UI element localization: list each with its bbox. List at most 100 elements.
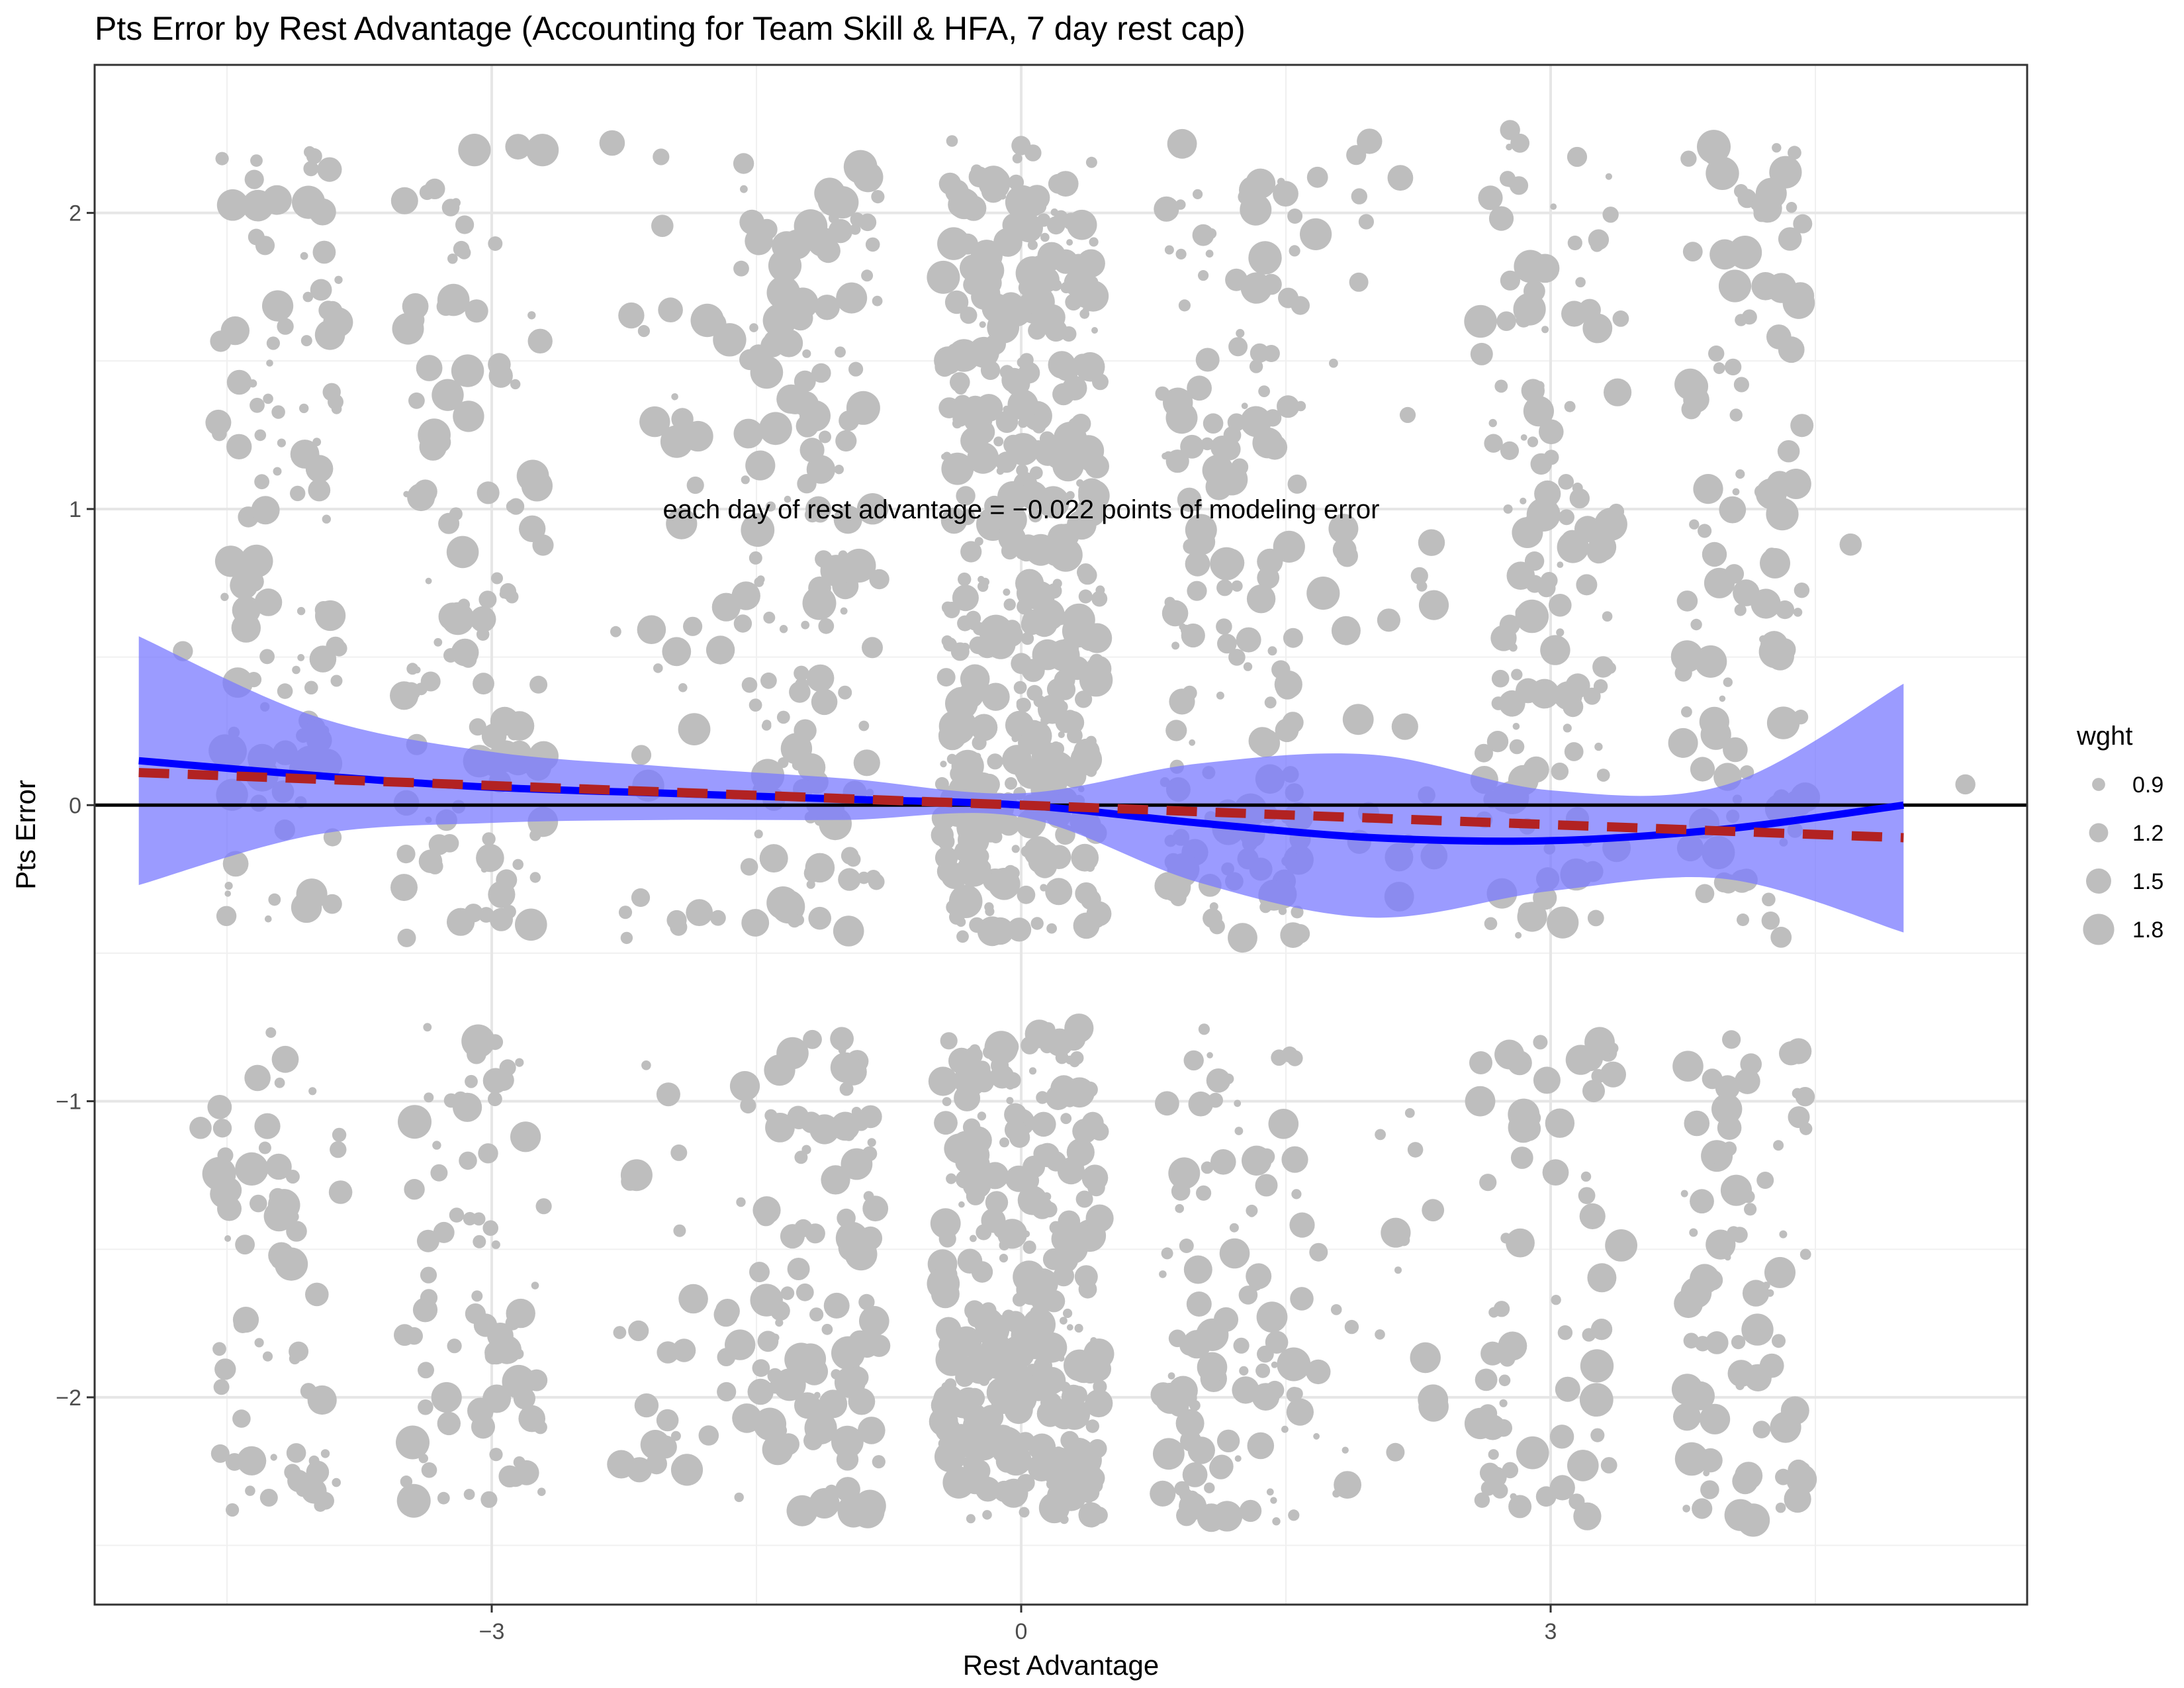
scatter-point	[1266, 1488, 1274, 1496]
scatter-point	[1491, 669, 1510, 688]
scatter-point	[1426, 600, 1437, 611]
scatter-point	[1201, 437, 1214, 451]
scatter-point	[1693, 474, 1723, 504]
scatter-point	[251, 496, 280, 525]
scatter-point	[1229, 1223, 1239, 1233]
scatter-point	[1690, 757, 1715, 782]
scatter-point	[1330, 1304, 1342, 1315]
scatter-point	[1011, 735, 1019, 743]
scatter-point	[631, 745, 652, 765]
scatter-point	[1671, 1374, 1704, 1405]
scatter-point	[651, 214, 674, 238]
scatter-point	[1281, 1425, 1289, 1433]
scatter-point	[1488, 418, 1497, 428]
scatter-point	[831, 1369, 841, 1380]
scatter-point	[989, 830, 1003, 843]
scatter-point	[531, 1282, 539, 1289]
scatter-point	[1698, 524, 1712, 538]
scatter-point	[835, 430, 857, 452]
scatter-point	[1240, 193, 1272, 226]
scatter-point	[403, 309, 425, 331]
scatter-point	[621, 1172, 640, 1191]
scatter-point	[254, 1113, 281, 1139]
scatter-point	[1161, 452, 1169, 460]
legend-key-circle	[2086, 868, 2111, 894]
scatter-point	[476, 628, 490, 641]
scatter-point	[1236, 627, 1261, 653]
scatter-point	[1795, 1087, 1815, 1107]
scatter-point	[423, 1023, 432, 1032]
scatter-point	[1025, 1025, 1040, 1040]
scatter-point	[1569, 488, 1590, 509]
scatter-point	[1504, 175, 1516, 187]
scatter-point	[1567, 146, 1588, 167]
scatter-point	[1055, 1479, 1087, 1511]
scatter-point	[806, 664, 835, 692]
scatter-point	[825, 1484, 839, 1498]
scatter-point	[858, 1293, 875, 1311]
scatter-point	[1690, 1189, 1714, 1214]
scatter-point	[966, 1514, 976, 1524]
scatter-point	[830, 1052, 861, 1083]
scatter-point	[819, 1389, 848, 1419]
scatter-point	[1756, 1172, 1774, 1189]
scatter-point	[1236, 328, 1245, 338]
legend-label: 0.9	[2132, 773, 2163, 798]
scatter-point	[996, 467, 1005, 475]
scatter-point	[488, 353, 511, 376]
scatter-point	[961, 546, 976, 561]
scatter-point	[1529, 679, 1560, 709]
scatter-point	[846, 1366, 869, 1389]
scatter-point	[529, 872, 541, 883]
scatter-point	[1523, 396, 1554, 427]
scatter-point	[1033, 598, 1065, 631]
scatter-point	[1175, 1409, 1205, 1438]
scatter-point	[754, 829, 763, 839]
scatter-point	[235, 1235, 255, 1255]
scatter-point	[277, 318, 294, 335]
scatter-point	[662, 637, 692, 667]
scatter-point	[390, 874, 418, 902]
scatter-point	[1023, 1241, 1036, 1254]
scatter-point	[1085, 1419, 1100, 1433]
scatter-point	[806, 880, 815, 889]
scatter-point	[1193, 189, 1203, 199]
scatter-point	[1179, 1488, 1193, 1502]
scatter-point	[320, 208, 331, 218]
scatter-point	[999, 1254, 1009, 1263]
scatter-point	[262, 290, 294, 322]
scatter-point	[871, 1312, 882, 1323]
scatter-point	[1183, 538, 1199, 554]
scatter-point	[1394, 1266, 1402, 1274]
scatter-point	[1072, 353, 1093, 374]
scatter-point	[834, 465, 844, 475]
scatter-point	[1533, 1066, 1561, 1094]
scatter-point	[1032, 420, 1046, 434]
scatter-point	[322, 301, 343, 321]
scatter-point	[631, 888, 651, 908]
scatter-point	[1063, 1308, 1073, 1319]
scatter-point	[670, 1144, 688, 1161]
y-tick-label: 1	[69, 497, 81, 522]
scatter-point	[1213, 1307, 1239, 1332]
scatter-point	[938, 172, 962, 195]
scatter-point	[985, 906, 995, 916]
scatter-point	[1533, 1035, 1548, 1050]
scatter-point	[1209, 902, 1218, 911]
scatter-point	[314, 320, 345, 350]
scatter-point	[793, 391, 819, 417]
scatter-point	[964, 404, 993, 434]
scatter-point	[255, 236, 275, 256]
scatter-point	[1179, 1239, 1194, 1253]
scatter-point	[458, 134, 491, 167]
x-tick-label: 0	[1015, 1619, 1028, 1644]
scatter-point	[1564, 742, 1584, 761]
scatter-point	[733, 418, 764, 449]
scatter-point	[225, 1453, 244, 1471]
scatter-point	[833, 505, 862, 534]
scatter-point	[653, 663, 663, 673]
scatter-point	[1381, 1217, 1411, 1248]
scatter-point	[1349, 272, 1369, 292]
scatter-point	[308, 1087, 317, 1096]
scatter-point	[1046, 884, 1060, 898]
